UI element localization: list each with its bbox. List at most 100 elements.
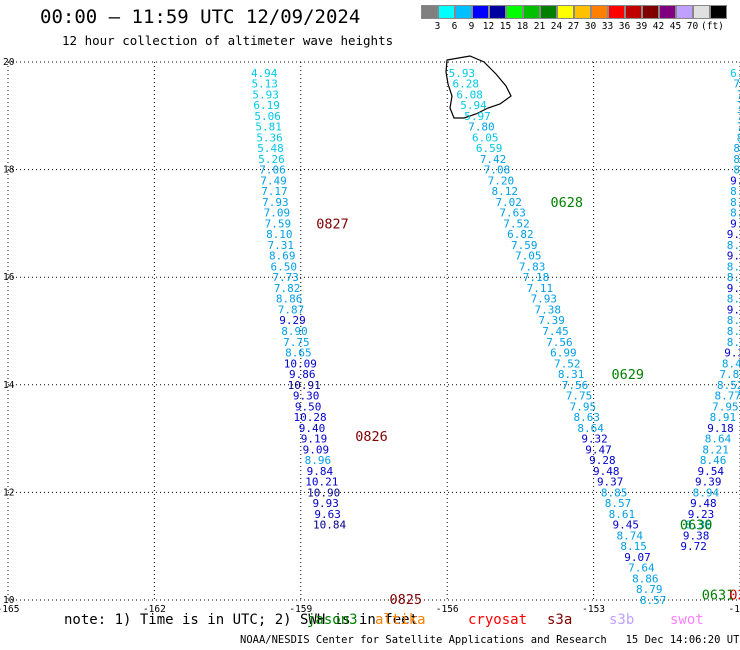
x-tick-label: -153 bbox=[582, 604, 605, 615]
wave-height-value: 9.28 bbox=[589, 454, 616, 467]
y-tick-label: 16 bbox=[3, 272, 15, 283]
legend-label: 6 bbox=[451, 21, 458, 32]
wave-height-value: 8.94 bbox=[693, 486, 720, 499]
wave-height-value: 8.63 bbox=[727, 271, 740, 284]
legend-label: 39 bbox=[635, 21, 648, 32]
wave-height-value: 5.48 bbox=[257, 142, 284, 155]
wave-height-value: 7.18 bbox=[523, 271, 550, 284]
pass-time-label: 02 bbox=[729, 588, 740, 604]
wave-height-value: 9.38 bbox=[683, 529, 710, 542]
wave-height-value: 5.13 bbox=[251, 78, 278, 91]
wave-height-value: 7.93 bbox=[531, 293, 558, 306]
wave-height-value: 9.32 bbox=[581, 433, 608, 446]
wave-height-value: 6.19 bbox=[253, 99, 280, 112]
wave-height-value: 9.18 bbox=[707, 422, 734, 435]
legend-swatch bbox=[676, 5, 693, 19]
satellite-s3a: s3a bbox=[547, 612, 573, 628]
wave-height-value: 7.59 bbox=[511, 239, 538, 252]
satellite-altika: altika bbox=[375, 612, 426, 628]
legend-swatch bbox=[591, 5, 608, 19]
satellite-cryosat: cryosat bbox=[468, 612, 528, 628]
legend-swatch bbox=[455, 5, 472, 19]
wave-height-value: 7.75 bbox=[566, 390, 593, 403]
wave-height-value: 7.17 bbox=[261, 185, 288, 198]
legend-swatch bbox=[421, 5, 438, 19]
wave-height-value: 7.95 bbox=[570, 400, 597, 413]
chart-subtitle: 12 hour collection of altimeter wave hei… bbox=[62, 33, 394, 48]
wave-height-value: 9.93 bbox=[312, 497, 339, 510]
wave-height-value: 5.26 bbox=[258, 153, 285, 166]
wave-height-value: 7.20 bbox=[488, 174, 515, 187]
wave-height-value: 8.80 bbox=[727, 336, 740, 349]
pass-time-label: 0629 bbox=[612, 367, 645, 383]
wave-height-value: 8.5 bbox=[730, 185, 740, 198]
wave-height-value: 10.90 bbox=[307, 486, 340, 499]
legend-swatch bbox=[438, 5, 455, 19]
wave-height-value: 9.11 bbox=[727, 303, 740, 316]
legend-label: 3 bbox=[434, 21, 441, 32]
wave-height-value: 8. bbox=[733, 142, 740, 155]
wave-height-value: 7 bbox=[737, 121, 740, 134]
satellite-swot: swot bbox=[670, 612, 704, 628]
y-tick-label: 18 bbox=[3, 165, 15, 176]
legend-label: 18 bbox=[516, 21, 529, 32]
wave-height-value: 10.91 bbox=[288, 379, 321, 392]
wave-height-value: 8.57 bbox=[605, 497, 632, 510]
wave-height-value: 7.75 bbox=[283, 336, 310, 349]
legend-swatch bbox=[540, 5, 557, 19]
wave-height-value: 9.37 bbox=[597, 476, 624, 489]
legend-label: 42 bbox=[652, 21, 665, 32]
wave-height-value: 5.94 bbox=[460, 99, 487, 112]
wave-height-value: 9.48 bbox=[690, 497, 717, 510]
wave-height-value: 8.12 bbox=[492, 185, 519, 198]
wave-height-value: 5.93 bbox=[449, 67, 476, 80]
wave-height-value: 7.80 bbox=[468, 121, 495, 134]
wave-height-value: 8.15 bbox=[620, 540, 647, 553]
wave-height-value: 9.39 bbox=[695, 476, 722, 489]
legend-swatch bbox=[523, 5, 540, 19]
wave-height-value: 9.17 bbox=[727, 282, 740, 295]
legend-swatch bbox=[659, 5, 676, 19]
wave-height-value: 9.84 bbox=[307, 465, 334, 478]
satellite-s3b: s3b bbox=[609, 612, 635, 628]
legend-swatch bbox=[710, 5, 727, 19]
pass-time-label: 0631 bbox=[702, 588, 735, 604]
legend-label: 33 bbox=[601, 21, 614, 32]
wave-height-value: 7.63 bbox=[499, 207, 526, 220]
wave-height-value: 9.28 bbox=[727, 250, 740, 263]
wave-height-value: 7.52 bbox=[554, 357, 581, 370]
y-tick-label: 14 bbox=[3, 380, 15, 391]
wave-height-value: 5.81 bbox=[255, 121, 282, 134]
legend-swatch bbox=[574, 5, 591, 19]
pass-time-label: 0825 bbox=[389, 592, 422, 608]
legend-swatch bbox=[557, 5, 574, 19]
pass-time-label: 0826 bbox=[355, 429, 388, 445]
wave-height-value: 75 bbox=[733, 78, 740, 91]
wave-height-value: 8.3 bbox=[730, 196, 740, 209]
wave-height-value: 6.99 bbox=[550, 347, 577, 360]
y-tick-label: 20 bbox=[3, 57, 15, 68]
wave-height-value: 9.50 bbox=[295, 400, 322, 413]
wave-height-value: 7.05 bbox=[515, 250, 542, 263]
wave-height-value: 7.59 bbox=[265, 217, 292, 230]
wave-height-value: 9.5 bbox=[730, 217, 740, 230]
wave-height-value: 9.45 bbox=[613, 519, 640, 532]
wave-height-value: 7.02 bbox=[495, 196, 522, 209]
wave-height-value: 8.91 bbox=[710, 411, 737, 424]
wave-height-value: 8.49 bbox=[722, 357, 740, 370]
wave-height-value: 8.36 bbox=[685, 519, 712, 532]
wave-height-value: 8.21 bbox=[702, 443, 729, 456]
wave-height-value: 7.56 bbox=[562, 379, 589, 392]
legend-swatch bbox=[693, 5, 710, 19]
wave-height-value: 6.28 bbox=[452, 78, 479, 91]
legend-label: 36 bbox=[618, 21, 631, 32]
wave-height-value: 6.50 bbox=[270, 260, 297, 273]
pass-time-labels: 0827082608250628062906300631002 bbox=[316, 195, 740, 608]
wave-height-value: 7.09 bbox=[264, 207, 291, 220]
legend-swatch bbox=[489, 5, 506, 19]
wave-height-value: 8.74 bbox=[616, 529, 643, 542]
wave-height-value: 8.90 bbox=[281, 325, 308, 338]
wave-height-value: 9.31 bbox=[724, 347, 740, 360]
wave-height-value: 8.79 bbox=[636, 583, 663, 596]
